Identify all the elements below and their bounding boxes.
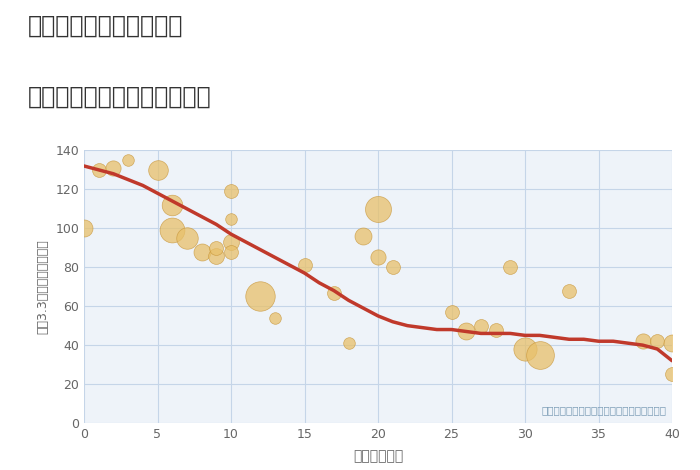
Point [167,201,178,209]
Point [211,244,222,251]
Point [196,248,207,255]
Point [270,314,281,321]
Point [490,326,501,333]
Point [225,238,237,246]
Point [534,351,545,359]
Point [211,252,222,259]
Point [446,308,457,316]
X-axis label: 築年数（年）: 築年数（年） [353,449,403,463]
Point [152,166,163,173]
Point [387,264,398,271]
Point [564,287,575,294]
Point [372,254,384,261]
Point [666,370,678,378]
Point [505,264,516,271]
Point [343,339,354,347]
Point [108,164,119,172]
Text: 円の大きさは、取引のあった物件面積を示す: 円の大きさは、取引のあった物件面積を示す [541,405,666,415]
Point [637,337,648,345]
Point [93,166,104,173]
Point [225,248,237,255]
Point [652,337,663,345]
Point [372,205,384,212]
Point [225,215,237,222]
Point [122,157,134,164]
Point [358,232,369,240]
Point [461,328,472,335]
Point [666,339,678,347]
Point [225,188,237,195]
Point [475,322,486,329]
Point [519,345,531,353]
Point [167,227,178,234]
Point [255,293,266,300]
Point [299,261,310,269]
Text: 奈良県奈良市今在家町の: 奈良県奈良市今在家町の [28,14,183,38]
Point [328,289,339,296]
Point [78,225,90,232]
Point [181,234,193,242]
Text: 築年数別中古マンション価格: 築年数別中古マンション価格 [28,85,211,109]
Y-axis label: 坪（3.3㎡）単価（万円）: 坪（3.3㎡）単価（万円） [36,239,50,334]
